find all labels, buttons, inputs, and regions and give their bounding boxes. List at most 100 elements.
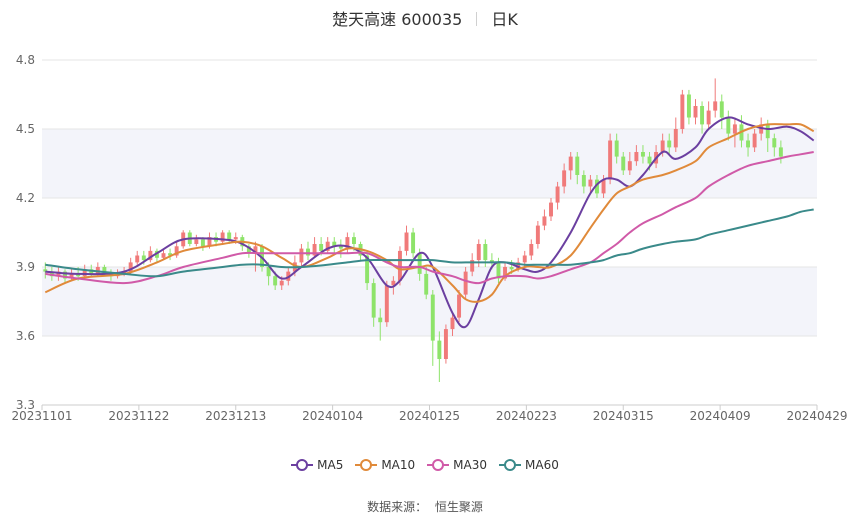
legend-item-ma5[interactable]: MA5 xyxy=(291,458,343,472)
candle-body xyxy=(69,273,74,279)
candle-body xyxy=(227,232,232,240)
x-tick-label: 20240409 xyxy=(690,409,751,423)
candle-body xyxy=(529,244,534,256)
candle-body xyxy=(141,255,146,261)
candle-body xyxy=(503,267,507,279)
candle-body xyxy=(700,106,705,125)
candle-body xyxy=(273,276,278,286)
candle-body xyxy=(233,237,238,240)
candle-body xyxy=(555,186,560,203)
candle-body xyxy=(306,248,310,256)
candle-body xyxy=(542,216,547,226)
candle-body xyxy=(43,269,48,272)
candle-body xyxy=(56,271,61,277)
candle-body xyxy=(647,156,652,164)
source-label: 数据来源： xyxy=(367,500,428,514)
candle-body xyxy=(128,262,133,272)
candle-body xyxy=(581,175,586,187)
candle-body xyxy=(601,179,606,194)
legend: MA5 MA10 MA30 MA60 xyxy=(0,458,850,474)
candle-body xyxy=(496,262,501,279)
candle-body xyxy=(384,285,389,323)
candle-body xyxy=(378,317,383,323)
candle-body xyxy=(575,156,580,175)
candle-body xyxy=(614,140,619,157)
candle-body xyxy=(397,250,402,281)
candle-body xyxy=(562,170,567,187)
candle-body xyxy=(719,101,724,118)
candle-body xyxy=(437,340,442,359)
candle-body xyxy=(634,152,639,162)
candle-body xyxy=(483,244,488,261)
legend-label: MA30 xyxy=(453,458,488,472)
legend-label: MA60 xyxy=(525,458,559,472)
candle-body xyxy=(489,260,494,263)
candle-body xyxy=(457,294,462,318)
candle-body xyxy=(726,117,731,134)
candle-body xyxy=(568,156,573,171)
source-value: 恒生聚源 xyxy=(434,500,483,514)
candle-body xyxy=(686,94,691,118)
candle-body xyxy=(135,255,140,263)
candle-body xyxy=(627,161,632,171)
y-tick-label: 3.3 xyxy=(16,398,35,412)
candle-body xyxy=(63,271,67,279)
title-separator xyxy=(476,12,478,26)
data-source: 数据来源： 恒生聚源 xyxy=(0,498,850,515)
candle-body xyxy=(693,106,698,118)
legend-marker-icon xyxy=(427,459,450,471)
legend-item-ma10[interactable]: MA10 xyxy=(355,458,415,472)
y-tick-label: 4.5 xyxy=(16,122,35,136)
candle-body xyxy=(660,140,665,152)
candle-body xyxy=(713,101,718,111)
candle-body xyxy=(732,124,737,134)
candle-body xyxy=(365,255,370,284)
candle-body xyxy=(450,317,455,330)
candle-body xyxy=(319,244,324,251)
candle-body xyxy=(667,140,672,148)
candle-body xyxy=(443,329,448,359)
candle-body xyxy=(752,133,757,148)
candle-body xyxy=(371,283,376,318)
series-line-ma30 xyxy=(45,151,814,285)
legend-item-ma30[interactable]: MA30 xyxy=(427,458,487,472)
candle-body xyxy=(411,232,416,254)
candle-body xyxy=(299,248,304,263)
x-tick-label: 20240104 xyxy=(302,409,363,423)
candle-body xyxy=(338,246,343,249)
candle-body xyxy=(148,250,153,261)
candle-body xyxy=(621,156,626,171)
candle-body xyxy=(640,152,645,157)
period-label: 日K xyxy=(491,10,518,29)
legend-item-ma60[interactable]: MA60 xyxy=(499,458,559,472)
candle-body xyxy=(746,140,751,148)
x-tick-label: 20240223 xyxy=(496,409,557,423)
y-tick-label: 4.2 xyxy=(16,191,35,205)
legend-label: MA5 xyxy=(317,458,344,472)
candle-body xyxy=(463,271,468,295)
candle-body xyxy=(404,232,409,251)
candle-body xyxy=(200,239,205,247)
candle-body xyxy=(706,110,711,125)
y-tick-label: 3.9 xyxy=(16,260,35,274)
candle-body xyxy=(122,271,127,274)
grid-band xyxy=(42,129,817,198)
candle-body xyxy=(424,273,429,295)
candle-body xyxy=(332,241,337,247)
x-tick-label: 20231122 xyxy=(108,409,169,423)
x-tick-label: 20240125 xyxy=(399,409,460,423)
candle-body xyxy=(476,244,481,261)
candle-body xyxy=(345,237,350,249)
legend-marker-icon xyxy=(291,459,314,471)
candle-body xyxy=(102,267,107,274)
candle-body xyxy=(76,273,81,277)
candle-body xyxy=(168,253,173,256)
candle-body xyxy=(772,138,777,148)
candle-body xyxy=(82,269,87,277)
legend-label: MA10 xyxy=(381,458,416,472)
chart-title: 楚天高速 600035 日K xyxy=(0,6,850,30)
x-tick-label: 20231101 xyxy=(11,409,72,423)
candle-body xyxy=(673,129,678,148)
candle-body xyxy=(279,280,284,286)
